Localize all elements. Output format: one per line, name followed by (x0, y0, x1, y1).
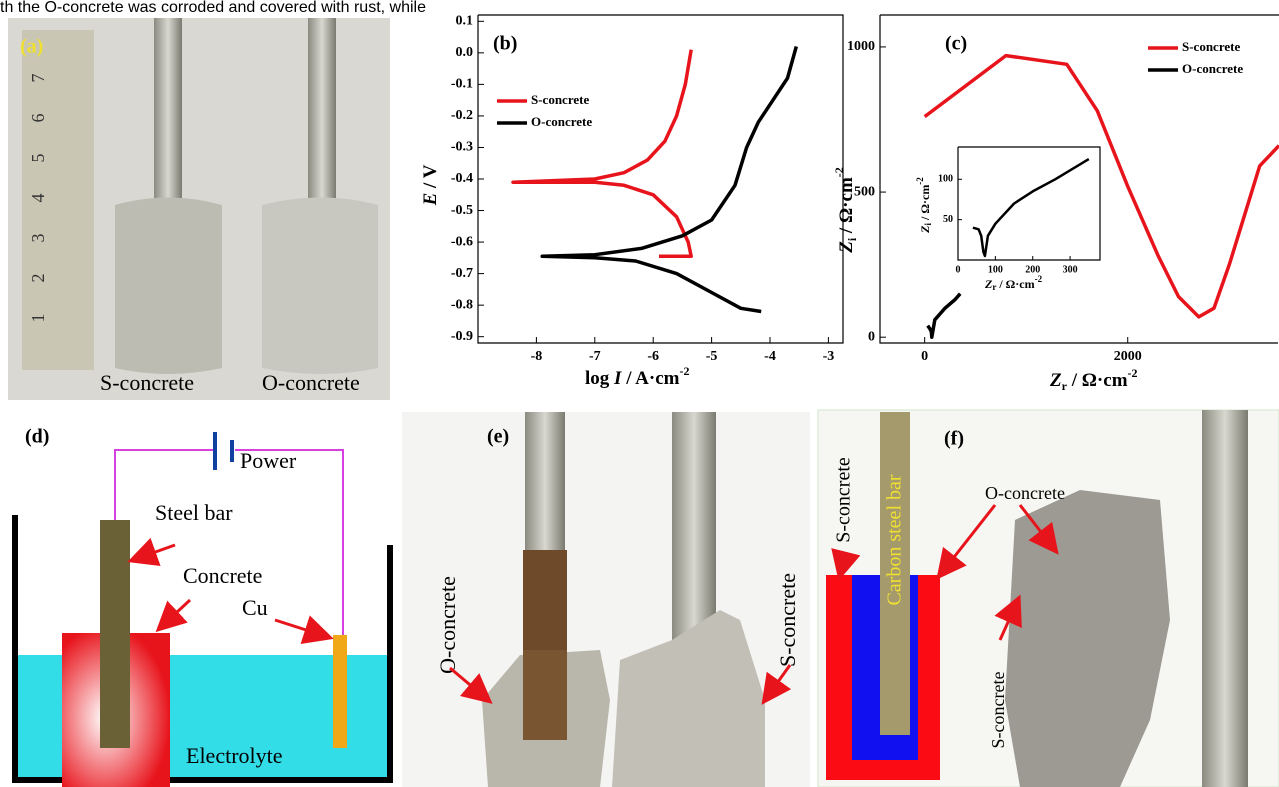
y-tick-label: 0 (868, 329, 875, 344)
x-tick-label: 0 (921, 349, 928, 364)
legend-label: O-concrete (531, 114, 592, 129)
y-tick-label: -0.6 (451, 234, 473, 249)
legend-label: S-concrete (1182, 39, 1240, 54)
y-axis-label: E / V (420, 164, 441, 206)
x-tick-label: -3 (823, 349, 835, 364)
x-axis-label: Zr / Ω·cm-2 (1049, 366, 1138, 397)
axis-frame (478, 15, 843, 343)
x-tick-label: -5 (706, 349, 718, 364)
y-tick-label: -0.3 (451, 140, 473, 155)
y-tick-label: -0.9 (451, 329, 473, 344)
sample-label: S-concrete (988, 672, 1008, 749)
arrow (275, 620, 328, 637)
panel-label: (b) (493, 33, 517, 55)
y-tick-label: -0.8 (451, 297, 473, 312)
ruler-number: 6 (28, 114, 48, 123)
wire (115, 450, 343, 635)
sample-label: O-concrete (435, 576, 460, 674)
series-line (928, 294, 961, 338)
diagram-label: Steel bar (155, 500, 233, 525)
ruler-number: 2 (28, 274, 48, 283)
concrete-cylinder (115, 198, 222, 375)
ruler-number: 5 (28, 154, 48, 163)
y-tick-label: 1000 (847, 39, 875, 54)
x-tick-label: 300 (1063, 264, 1078, 275)
steel-bar (100, 520, 130, 748)
sample-label: S-concrete (775, 573, 800, 667)
x-tick-label: 2000 (1114, 349, 1142, 364)
x-tick-label: -8 (531, 349, 543, 364)
y-tick-label: 50 (943, 214, 953, 225)
y-tick-label: -0.4 (451, 171, 473, 186)
x-tick-label: -4 (764, 349, 776, 364)
arrow (160, 600, 190, 628)
panel-d: (d) Power Steel bar Concrete Cu Electrol… (15, 426, 390, 787)
series-line (513, 50, 691, 257)
y-tick-label: 500 (854, 184, 875, 199)
diagram-label: Concrete (183, 563, 262, 588)
cu-electrode (333, 635, 347, 748)
inset-x-axis-label: Zr / Ω·cm-2 (984, 274, 1043, 294)
diagram-label: S-concrete (833, 457, 855, 543)
ruler-number: 1 (28, 314, 48, 323)
concrete-cylinder (262, 198, 378, 375)
panel-label: (e) (487, 426, 509, 448)
legend-label: S-concrete (531, 92, 589, 107)
ruler-number: 7 (28, 74, 48, 83)
panel-a: (a) 1 2 3 4 5 6 7 S-concrete O-concrete (8, 18, 390, 400)
rusted-rod (523, 650, 567, 740)
steel-rod (308, 18, 336, 203)
panel-label: (f) (944, 428, 964, 450)
ruler-number: 4 (28, 194, 48, 203)
y-tick-label: 0.0 (456, 45, 474, 60)
sample-caption: S-concrete (100, 370, 194, 395)
inset-y-axis-label: Zi / Ω·cm-2 (915, 177, 935, 234)
diagram-label: Cu (242, 595, 268, 620)
panel-label: (a) (20, 36, 43, 58)
steel-rod (1202, 410, 1248, 787)
sample-label: O-concrete (985, 483, 1065, 503)
y-axis-label: Zi / Ω·cm-2 (832, 167, 863, 254)
y-tick-label: 0.1 (456, 14, 474, 29)
y-tick-label: -0.5 (451, 203, 473, 218)
x-tick-label: 100 (988, 264, 1003, 275)
panel-label: (d) (25, 426, 49, 448)
x-tick-label: 200 (1025, 264, 1040, 275)
caption-fragment: th the O-concrete was corroded and cover… (0, 0, 426, 16)
arrow (133, 545, 175, 560)
y-tick-label: -0.7 (451, 266, 473, 281)
diagram-label: Carbon steel bar (884, 474, 906, 605)
diagram-label: Power (240, 448, 297, 473)
legend-label: O-concrete (1182, 61, 1243, 76)
panel-label: (c) (945, 33, 967, 55)
x-tick-label: -6 (647, 349, 659, 364)
ruler-number: 3 (28, 234, 48, 243)
x-tick-label: -7 (589, 349, 601, 364)
sample-caption: O-concrete (262, 370, 360, 395)
y-tick-label: -0.2 (451, 108, 473, 123)
figure: th the O-concrete was corroded and cover… (0, 0, 1279, 787)
panel-f: (f) S-concrete Carbon steel bar O-concre… (818, 410, 1279, 787)
steel-rod (154, 18, 182, 203)
y-tick-label: 100 (938, 174, 953, 185)
diagram-label: Electrolyte (186, 743, 283, 768)
y-tick-label: -0.1 (451, 77, 473, 92)
panel-e: (e) O-concrete S-concrete (402, 412, 810, 787)
x-tick-label: 0 (956, 264, 961, 275)
x-axis-label: log I / A·cm-2 (585, 364, 690, 390)
